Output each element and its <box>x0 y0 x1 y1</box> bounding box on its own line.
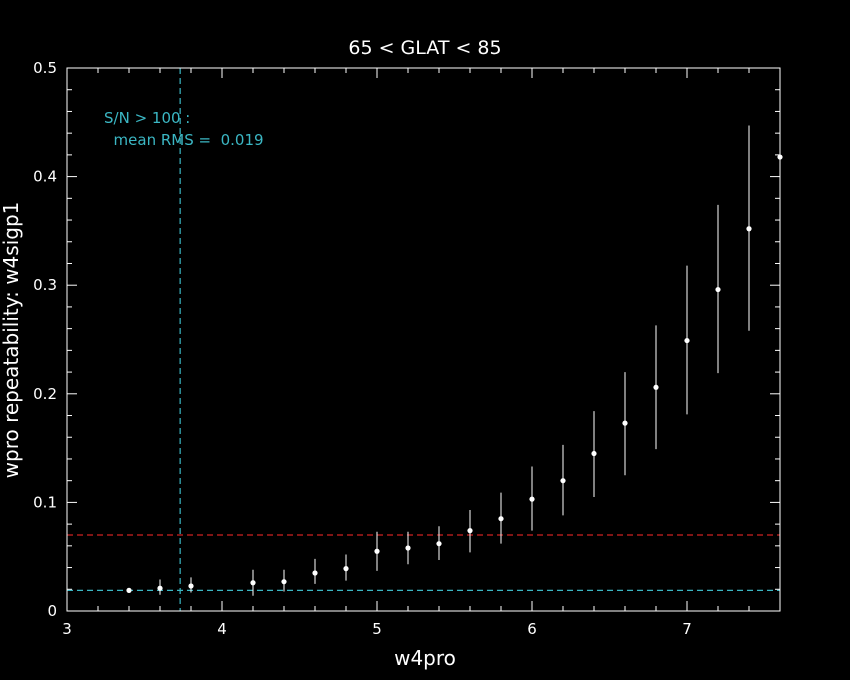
data-point <box>560 478 566 484</box>
data-point <box>343 566 349 572</box>
plot-frame <box>66 67 781 612</box>
data-point <box>281 579 287 585</box>
y-axis-label: wpro repeatability: w4sigp1 <box>0 202 23 479</box>
y-tick-label: 0.5 <box>33 59 57 77</box>
x-tick-label: 7 <box>682 620 692 638</box>
data-point <box>312 570 318 576</box>
x-tick-label: 5 <box>372 620 382 638</box>
data-point <box>405 545 411 551</box>
error-bars <box>128 125 750 596</box>
data-point <box>467 528 473 534</box>
annotation-line-1: S/N > 100 : <box>104 109 190 127</box>
x-axis-label: w4pro <box>394 646 456 670</box>
data-point <box>498 516 504 522</box>
y-tick-label: 0.3 <box>33 276 57 294</box>
x-tick-label: 6 <box>527 620 537 638</box>
data-point <box>250 580 256 586</box>
y-tick-label: 0.4 <box>33 168 57 186</box>
data-points <box>126 154 783 593</box>
data-point <box>126 587 132 593</box>
data-point <box>746 226 752 232</box>
data-point <box>591 450 597 457</box>
data-point <box>529 496 535 502</box>
data-point <box>374 548 380 554</box>
data-point <box>157 585 163 591</box>
x-tick-label: 3 <box>62 620 72 638</box>
y-tick-label: 0.1 <box>33 493 57 511</box>
tick-labels: 3 4 5 6 7 0 0.1 0.2 0.3 0.4 0.5 <box>33 59 692 638</box>
reference-lines <box>67 68 780 611</box>
data-point <box>684 337 690 344</box>
y-tick-label: 0.2 <box>33 385 57 403</box>
data-point <box>622 420 628 426</box>
chart-title: 65 < GLAT < 85 <box>348 37 501 59</box>
data-point <box>653 384 659 390</box>
data-point <box>188 583 194 589</box>
y-tick-label: 0 <box>47 602 57 620</box>
axis-ticks <box>66 67 781 612</box>
data-point <box>436 541 442 547</box>
data-point <box>715 286 721 293</box>
x-tick-label: 4 <box>217 620 227 638</box>
annotation-line-2: mean RMS = 0.019 <box>104 131 264 149</box>
